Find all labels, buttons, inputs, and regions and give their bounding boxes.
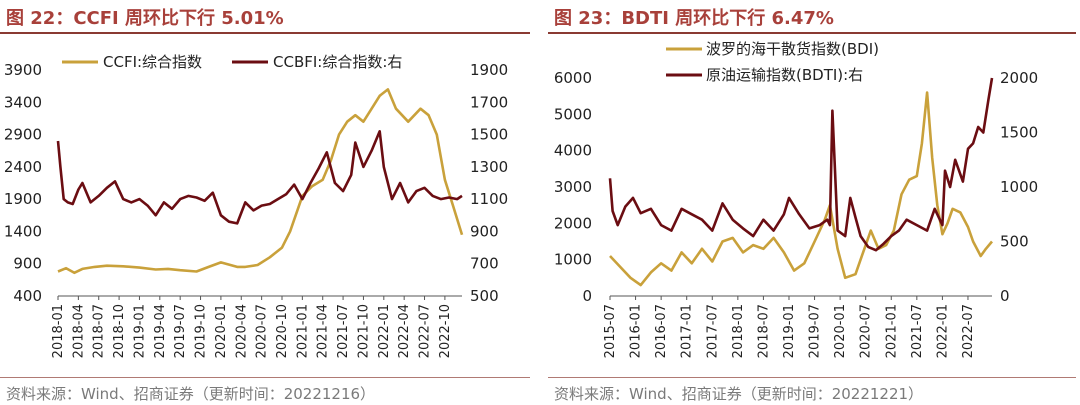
y-left-tick-label: 400 bbox=[13, 287, 42, 305]
series-line-primary bbox=[609, 91, 993, 287]
chart-title: 图 23：BDTI 周环比下行 6.47% bbox=[554, 8, 834, 29]
y-right-tick-label: 1100 bbox=[470, 190, 508, 208]
x-tick-label: 2019-01 bbox=[132, 304, 147, 358]
x-tick-label: 2015-07 bbox=[603, 304, 618, 358]
y-left-tick-label: 3900 bbox=[4, 61, 42, 79]
y-left-tick-label: 1000 bbox=[554, 251, 592, 269]
y-left-tick-label: 900 bbox=[13, 255, 42, 273]
x-tick-label: 2018-01 bbox=[731, 304, 746, 358]
y-right-tick-label: 1700 bbox=[470, 93, 508, 111]
legend-label: CCBFI:综合指数:右 bbox=[273, 53, 402, 71]
y-left-tick-label: 1900 bbox=[4, 190, 42, 208]
x-tick-label: 2019-01 bbox=[782, 304, 797, 358]
y-right-tick-label: 700 bbox=[470, 255, 499, 273]
x-tick-label: 2020-10 bbox=[275, 304, 290, 358]
source-note: 资料来源：Wind、招商证券（更新时间：20221221） bbox=[554, 385, 924, 403]
series-line-secondary bbox=[56, 130, 463, 225]
x-tick-label: 2020-01 bbox=[214, 304, 229, 358]
y-right-tick-label: 0 bbox=[1000, 287, 1010, 305]
y-right-tick-label: 500 bbox=[1000, 233, 1029, 251]
x-tick-label: 2022-10 bbox=[438, 304, 453, 358]
y-right-tick-label: 900 bbox=[470, 222, 499, 240]
x-tick-label: 2019-04 bbox=[153, 304, 168, 358]
legend-label: CCFI:综合指数 bbox=[103, 53, 202, 71]
x-tick-label: 2020-07 bbox=[859, 304, 874, 358]
y-right-tick-label: 2000 bbox=[1000, 69, 1038, 87]
x-tick-label: 2021-04 bbox=[316, 304, 331, 358]
x-tick-label: 2018-01 bbox=[51, 304, 66, 358]
series-line-primary bbox=[57, 88, 464, 275]
x-tick-label: 2020-01 bbox=[833, 304, 848, 358]
footer-divider bbox=[0, 377, 530, 378]
series-line-secondary bbox=[608, 77, 994, 252]
y-left-tick-label: 2000 bbox=[554, 214, 592, 232]
x-tick-label: 2018-10 bbox=[112, 304, 127, 358]
x-tick-label: 2019-07 bbox=[173, 304, 188, 358]
y-left-tick-label: 2400 bbox=[4, 158, 42, 176]
footer-divider bbox=[548, 377, 1076, 378]
chart-panel-ccfi: 图 22：CCFI 周环比下行 5.01% 3900 3400 2900 2400 19… bbox=[0, 0, 536, 405]
y-right-tick-label: 1900 bbox=[470, 61, 508, 79]
chart-panel-bdti: 图 23：BDTI 周环比下行 6.47% 6000 5000 4000 3000 20… bbox=[548, 0, 1080, 405]
y-left-tick-label: 4000 bbox=[554, 142, 592, 160]
y-left-tick-label: 0 bbox=[582, 287, 592, 305]
x-tick-label: 2018-04 bbox=[71, 304, 86, 358]
y-right-tick-label: 1500 bbox=[470, 126, 508, 144]
x-tick-label: 2016-07 bbox=[654, 304, 669, 358]
x-tick-label: 2022-01 bbox=[935, 304, 950, 358]
chart-ccfi: 3900 3400 2900 2400 1900 1400 900 400 1900 1700 15… bbox=[4, 53, 508, 358]
x-tick-label: 2022-04 bbox=[397, 304, 412, 358]
y-right-tick-label: 1300 bbox=[470, 158, 508, 176]
x-tick-label: 2017-01 bbox=[680, 304, 695, 358]
y-right-tick-label: 1500 bbox=[1000, 124, 1038, 142]
x-tick-label: 2020-04 bbox=[234, 304, 249, 358]
y-left-tick-label: 6000 bbox=[554, 69, 592, 87]
x-tick-label: 2021-10 bbox=[356, 304, 371, 358]
y-left-tick-label: 3400 bbox=[4, 93, 42, 111]
x-tick-label: 2020-07 bbox=[255, 304, 270, 358]
y-left-tick-label: 2900 bbox=[4, 126, 42, 144]
y-left-tick-label: 5000 bbox=[554, 105, 592, 123]
x-tick-label: 2016-01 bbox=[629, 304, 644, 358]
x-tick-label: 2022-07 bbox=[961, 304, 976, 358]
x-tick-label: 2021-07 bbox=[910, 304, 925, 358]
x-tick-label: 2021-01 bbox=[884, 304, 899, 358]
x-tick-label: 2019-10 bbox=[194, 304, 209, 358]
x-tick-label: 2021-07 bbox=[336, 304, 351, 358]
title-divider bbox=[0, 32, 530, 34]
x-tick-label: 2022-07 bbox=[418, 304, 433, 358]
x-tick-label: 2021-01 bbox=[295, 304, 310, 358]
x-tick-label: 2022-01 bbox=[377, 304, 392, 358]
x-tick-label: 2018-07 bbox=[92, 304, 107, 358]
y-left-tick-label: 1400 bbox=[4, 222, 42, 240]
chart-bdti: 6000500040003000200010000200015001000500… bbox=[554, 40, 1038, 358]
source-note: 资料来源：Wind、招商证券（更新时间：20221216） bbox=[6, 385, 376, 403]
title-divider bbox=[548, 32, 1076, 34]
legend-label: 原油运输指数(BDTI):右 bbox=[706, 66, 863, 84]
y-right-tick-label: 1000 bbox=[1000, 178, 1038, 196]
chart-title: 图 22：CCFI 周环比下行 5.01% bbox=[6, 8, 284, 29]
legend-label: 波罗的海干散货指数(BDI) bbox=[706, 40, 879, 58]
x-tick-label: 2017-07 bbox=[705, 304, 720, 358]
y-right-tick-label: 500 bbox=[470, 287, 499, 305]
x-tick-label: 2019-07 bbox=[808, 304, 823, 358]
x-tick-label: 2018-07 bbox=[756, 304, 771, 358]
y-left-tick-label: 3000 bbox=[554, 178, 592, 196]
